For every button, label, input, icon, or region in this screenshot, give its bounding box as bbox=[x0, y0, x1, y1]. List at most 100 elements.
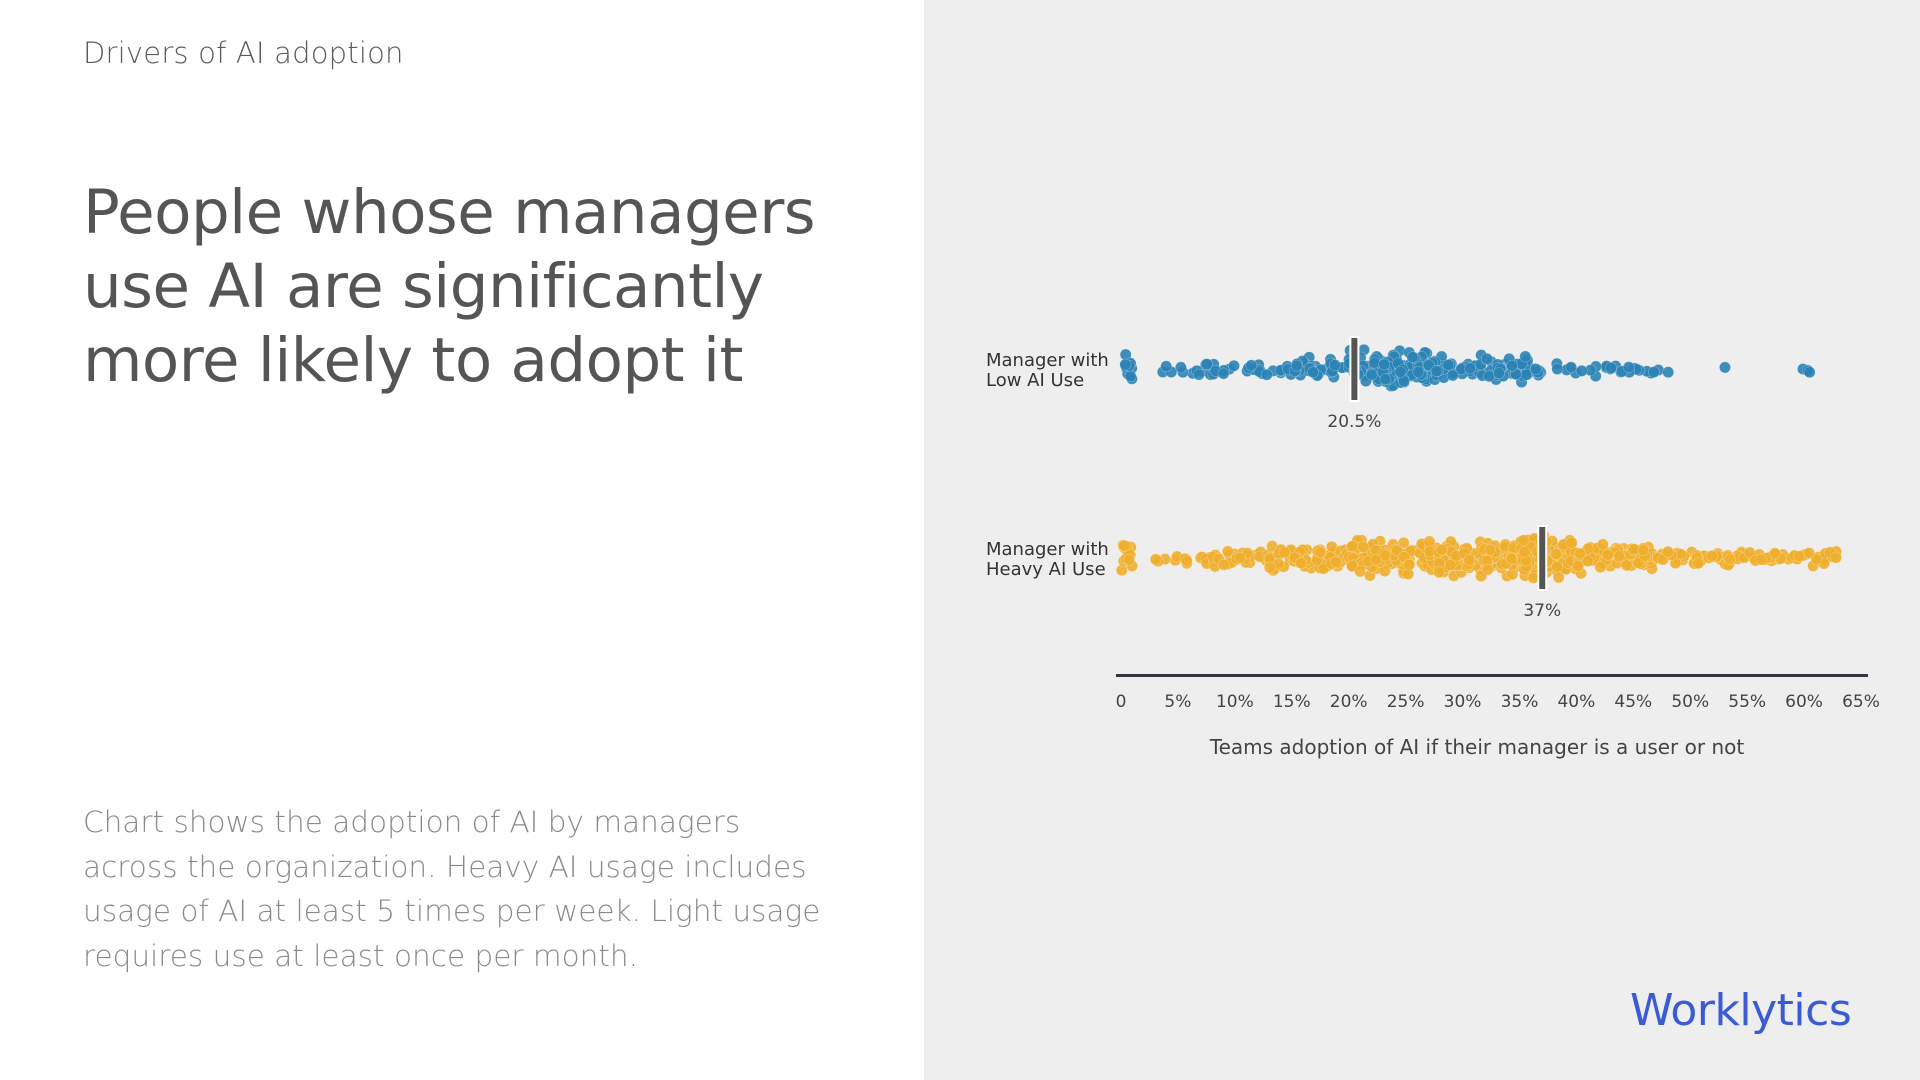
data-point bbox=[1397, 536, 1410, 549]
data-point bbox=[1551, 363, 1564, 375]
median-marker bbox=[1539, 527, 1546, 589]
x-tick-label: 55% bbox=[1728, 692, 1766, 712]
group-label-line: Manager with bbox=[986, 539, 1109, 560]
data-point bbox=[1228, 359, 1240, 372]
median-markers: 20.5% 37% bbox=[1327, 336, 1561, 621]
data-point bbox=[1124, 370, 1137, 383]
data-point bbox=[1613, 550, 1626, 563]
data-point bbox=[1442, 359, 1455, 371]
data-point bbox=[1330, 556, 1342, 568]
chart-points bbox=[1115, 343, 1842, 584]
x-tick-label: 20% bbox=[1330, 692, 1368, 712]
data-point bbox=[1520, 368, 1533, 381]
logo-wordmark: Worklytics bbox=[1630, 985, 1852, 1036]
data-point bbox=[1605, 362, 1617, 374]
data-point bbox=[1803, 547, 1816, 559]
data-point bbox=[1810, 553, 1823, 566]
group-label: Manager with Low AI Use bbox=[986, 350, 1109, 391]
page-headline: People whose managers use AI are signifi… bbox=[83, 177, 816, 396]
data-point bbox=[1463, 554, 1476, 566]
data-point bbox=[1565, 536, 1578, 549]
data-point bbox=[1830, 551, 1842, 564]
data-point bbox=[1719, 361, 1731, 374]
data-point bbox=[1481, 563, 1494, 576]
data-point bbox=[1506, 359, 1518, 372]
data-point bbox=[1572, 560, 1584, 573]
x-tick-label: 60% bbox=[1785, 692, 1823, 712]
left-panel: Drivers of AI adoption People whose mana… bbox=[0, 0, 924, 1080]
data-point bbox=[1435, 543, 1448, 556]
data-point bbox=[1803, 366, 1816, 379]
data-point bbox=[1346, 560, 1358, 572]
data-point bbox=[1423, 535, 1436, 548]
group-label-line: Heavy AI Use bbox=[986, 559, 1106, 580]
data-point bbox=[1574, 547, 1586, 560]
data-point bbox=[1394, 365, 1407, 378]
data-point bbox=[1278, 546, 1291, 559]
data-point bbox=[1201, 358, 1213, 371]
data-point bbox=[1743, 546, 1756, 559]
data-point bbox=[1464, 362, 1476, 375]
data-point bbox=[1637, 544, 1650, 557]
data-point bbox=[1517, 534, 1530, 547]
group-label-line: Manager with bbox=[986, 350, 1109, 371]
data-point bbox=[1346, 540, 1359, 553]
data-point bbox=[1307, 366, 1319, 379]
data-point bbox=[1481, 352, 1493, 365]
data-point bbox=[1551, 560, 1563, 573]
group-label-line: Low AI Use bbox=[986, 370, 1084, 391]
data-point bbox=[1493, 367, 1505, 379]
data-point bbox=[1662, 545, 1674, 558]
x-tick-label: 65% bbox=[1842, 692, 1880, 712]
data-point bbox=[1692, 557, 1705, 570]
data-point bbox=[1433, 566, 1445, 579]
data-point bbox=[1530, 363, 1542, 375]
data-point bbox=[1446, 369, 1459, 382]
data-point bbox=[1357, 541, 1370, 553]
data-point bbox=[1519, 350, 1532, 363]
data-point bbox=[1379, 565, 1391, 577]
data-point bbox=[1218, 558, 1230, 571]
data-point bbox=[1119, 358, 1132, 371]
data-point bbox=[1575, 364, 1588, 377]
data-point bbox=[1149, 553, 1162, 566]
data-point bbox=[1180, 555, 1193, 567]
data-point bbox=[1260, 368, 1273, 381]
data-point bbox=[1175, 361, 1187, 374]
x-tick-label: 50% bbox=[1671, 692, 1709, 712]
data-point bbox=[1118, 540, 1131, 552]
data-point bbox=[1602, 548, 1614, 561]
data-point bbox=[1768, 547, 1781, 560]
data-point bbox=[1329, 359, 1341, 371]
x-axis-title: Teams adoption of AI if their manager is… bbox=[1209, 735, 1745, 759]
data-point bbox=[1518, 546, 1531, 558]
data-point bbox=[1378, 358, 1391, 371]
data-point bbox=[1245, 359, 1258, 372]
data-point bbox=[1724, 553, 1736, 566]
data-point bbox=[1594, 561, 1607, 574]
data-point bbox=[1648, 366, 1660, 378]
data-point bbox=[1370, 553, 1382, 566]
chart-description: Chart shows the adoption of AI by manage… bbox=[83, 805, 821, 973]
median-label: 37% bbox=[1523, 601, 1561, 621]
x-tick-label: 30% bbox=[1444, 692, 1482, 712]
group-label: Manager with Heavy AI Use bbox=[986, 539, 1109, 580]
data-point bbox=[1423, 359, 1435, 372]
data-point bbox=[1290, 359, 1303, 372]
data-point bbox=[1403, 559, 1415, 571]
data-point bbox=[1160, 360, 1173, 373]
section-eyebrow: Drivers of AI adoption bbox=[83, 36, 404, 70]
x-tick-label: 5% bbox=[1164, 692, 1191, 712]
data-point bbox=[1406, 351, 1419, 364]
x-tick-label: 0 bbox=[1116, 692, 1127, 712]
data-point bbox=[1123, 553, 1136, 566]
data-point bbox=[1314, 546, 1327, 559]
data-point bbox=[1193, 368, 1205, 381]
data-point bbox=[1412, 365, 1425, 378]
median-marker bbox=[1351, 338, 1358, 400]
data-point bbox=[1354, 565, 1366, 578]
data-point bbox=[1793, 550, 1806, 563]
data-point bbox=[1550, 548, 1563, 560]
